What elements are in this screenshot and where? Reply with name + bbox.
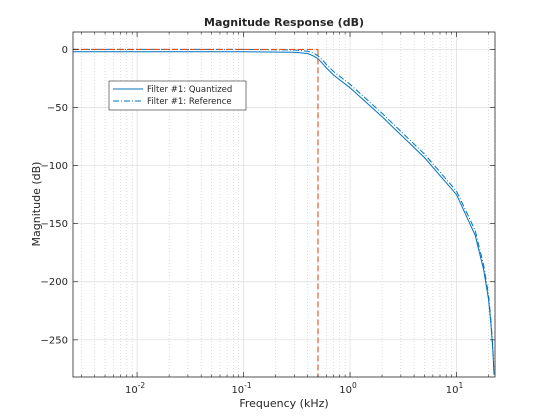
- annotation-layer: [73, 48, 319, 377]
- legend-box: [108, 80, 247, 111]
- y-tick-label: 0: [62, 45, 68, 56]
- tick-marks: [73, 32, 495, 377]
- y-tick-label: −50: [47, 103, 68, 114]
- y-tick-labels: 0 −50 −100 −150 −200 −250: [41, 45, 68, 346]
- y-tick-label: −150: [41, 219, 68, 230]
- series-layer: [73, 48, 495, 375]
- chart-title: Magnitude Response (dB): [204, 16, 364, 29]
- legend: Filter #1: Quantized Filter #1: Referenc…: [108, 80, 247, 111]
- y-axis-label: Magnitude (dB): [30, 162, 43, 247]
- x-axis-label: Frequency (kHz): [239, 397, 328, 410]
- plot-frame: [72, 31, 496, 378]
- legend-label-quantized: Filter #1: Quantized: [147, 85, 232, 95]
- y-tick-label: −200: [41, 277, 68, 288]
- legend-label-reference: Filter #1: Reference: [147, 97, 232, 107]
- y-tick-label: −250: [41, 335, 68, 346]
- series-line-reference: [73, 48, 495, 373]
- y-tick-label: −100: [41, 161, 68, 172]
